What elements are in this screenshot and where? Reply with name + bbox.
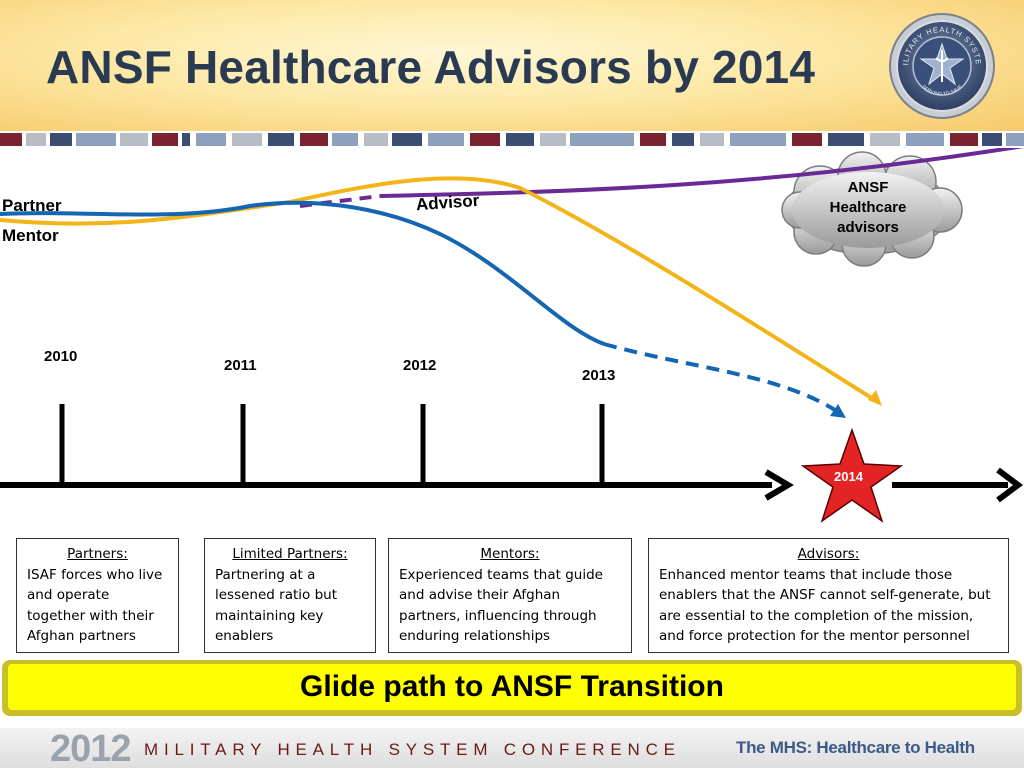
axis-arrowhead-end [996,467,1023,503]
header-band [0,0,1024,132]
mentor-line [0,200,605,346]
axis-arrowhead [764,469,794,501]
phase-text: Experienced teams that guide and advise … [399,566,603,645]
footer-bar [0,728,1024,768]
cloud-line: ANSF [847,179,889,196]
partner-label: Partner [2,196,62,215]
phase-text: Partnering at a lessened ratio but maint… [215,566,337,645]
cloud-line: advisors [837,219,899,236]
phase-title: Limited Partners: [232,546,348,562]
partner-arrowhead [868,390,882,406]
partner-line [0,176,880,404]
footer-conference-name: MILITARY HEALTH SYSTEM CONFERENCE [144,740,681,759]
page-title: ANSF Healthcare Advisors by 2014 [46,41,816,93]
target-star [800,427,904,523]
phase-text: ISAF forces who live and operate togethe… [27,566,163,645]
glide-path-banner: Glide path to ANSF Transition [8,664,1016,710]
phase-title: Mentors: [480,546,540,562]
mhs-seal-logo: MILITARY HEALTH SYSTEM SERVING TO SAVE [888,12,995,119]
mentor-line-dashed [603,342,840,414]
year-label-2011: 2011 [224,357,257,374]
mentor-arrowhead [830,404,846,418]
footer-tagline: The MHS: Healthcare to Health [736,738,975,757]
year-label-2013: 2013 [582,367,616,384]
year-label-2010: 2010 [44,348,78,365]
decorative-stripe [0,131,1024,148]
phase-text: Enhanced mentor teams that include those… [659,566,991,645]
advisor-line-dashed [299,194,381,208]
phase-title: Advisors: [797,546,860,562]
cloud-label: ANSF Healthcare advisors [808,178,928,238]
star-year-label: 2014 [834,469,863,484]
phase-box-partners: Partners: ISAF forces who live and opera… [16,538,179,653]
cloud-line: Healthcare [829,199,907,216]
mentor-label: Mentor [2,226,59,245]
cloud-shape [781,151,963,267]
phase-box-advisors: Advisors: Enhanced mentor teams that inc… [648,538,1009,653]
phase-title: Partners: [67,546,128,562]
timeline-graphic [0,148,1024,523]
phase-box-limited-partners: Limited Partners: Partnering at a lessen… [204,538,376,653]
year-label-2012: 2012 [403,357,437,374]
footer-year: 2012 [50,728,132,770]
advisor-line [379,148,1024,198]
phase-box-mentors: Mentors: Experienced teams that guide an… [388,538,632,653]
